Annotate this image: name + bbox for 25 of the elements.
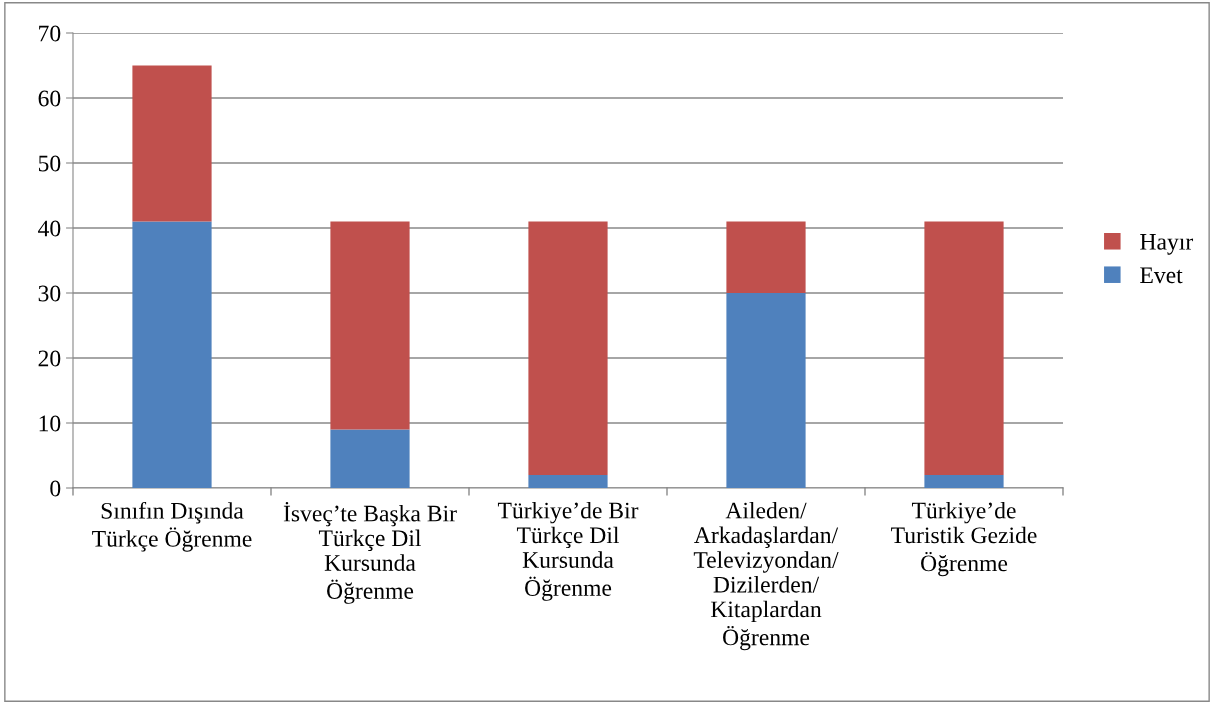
y-tick-label: 60 — [38, 90, 61, 107]
bar — [132, 221, 212, 488]
bar — [330, 429, 410, 488]
bar — [924, 221, 1004, 475]
y-tick-label: 70 — [39, 25, 61, 42]
x-tick-label: İsveç’te Başka Bir Türkçe Dil Kursunda Öğrenme — [283, 501, 457, 604]
y-tick-label: 20 — [38, 350, 61, 367]
legend-label: Hayır — [1140, 234, 1194, 255]
x-tick-label: Aileden/ Arkadaşlardan/ Televizyondan/ Dizilerden/ Kitaplardan Öğrenme — [693, 501, 839, 651]
legend-label: Evet — [1140, 267, 1183, 284]
y-tick-label: 40 — [38, 220, 61, 237]
bar — [924, 475, 1004, 488]
bar — [330, 221, 410, 430]
y-tick-label: 0 — [50, 480, 61, 497]
bar — [132, 65, 212, 222]
bar — [726, 293, 806, 488]
x-tick-label: Sınıfın Dışında Türkçe Öğrenme — [92, 501, 252, 552]
bar — [528, 221, 608, 475]
y-tick-label: 30 — [38, 285, 61, 302]
x-tick-label: Türkiye’de Bir Türkçe Dil Kursunda Öğrenme — [497, 501, 639, 601]
y-tick-label: 10 — [39, 415, 61, 432]
x-tick-label: Türkiye’de Turistik Gezide Öğrenme — [891, 501, 1037, 577]
bar — [528, 475, 608, 488]
y-tick-label: 50 — [38, 155, 61, 172]
bar — [726, 221, 806, 293]
